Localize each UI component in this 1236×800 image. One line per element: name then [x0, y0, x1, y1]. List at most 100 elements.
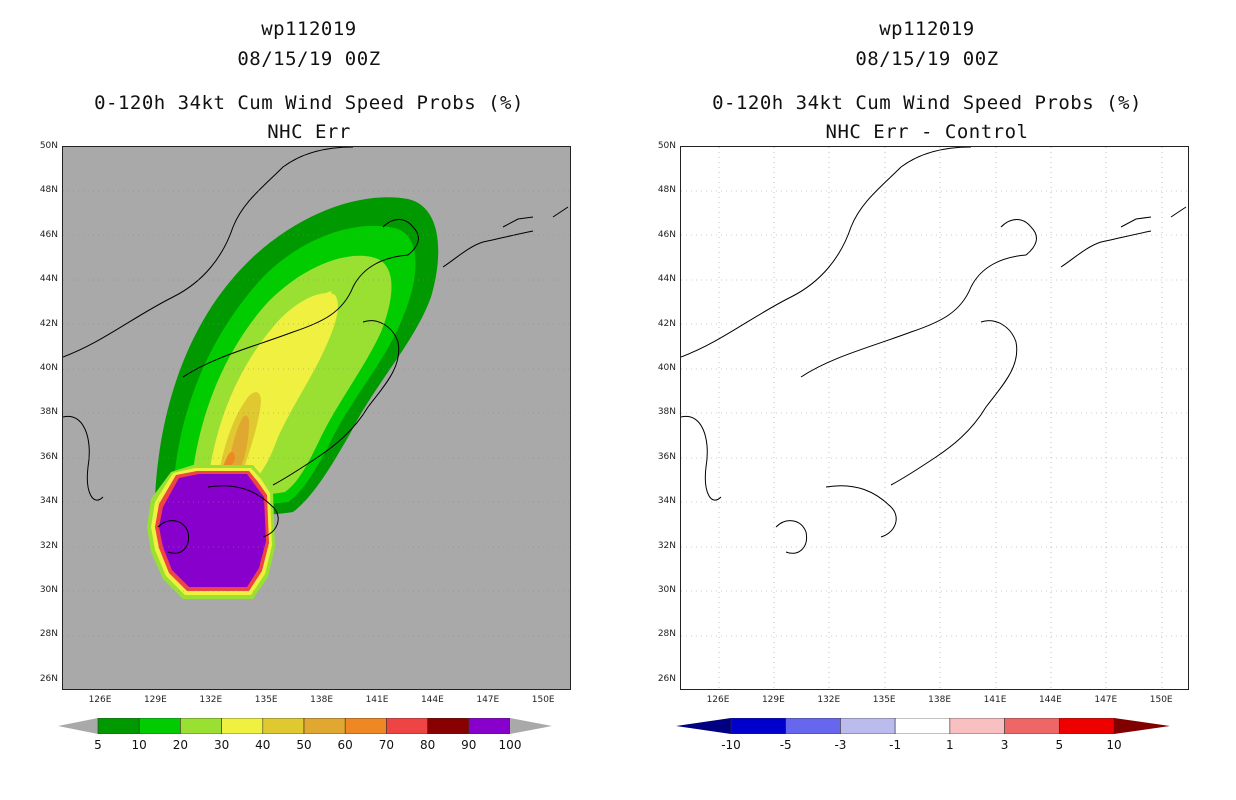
colorbar-label: 5	[94, 738, 102, 752]
right-coastlines	[681, 147, 1187, 554]
lat-label: 48N	[657, 185, 676, 196]
colorbar-swatch	[840, 717, 896, 735]
colorbar-label: 20	[172, 738, 189, 752]
colorbar-label: 60	[337, 738, 353, 752]
lon-label: 138E	[928, 695, 952, 705]
lat-label: 40N	[657, 363, 676, 373]
colorbar-swatch	[1058, 717, 1115, 735]
right-title-product: 0-120h 34kt Cum Wind Speed Probs (%)	[712, 92, 1142, 114]
colorbar-swatch	[180, 717, 222, 735]
lon-label: 138E	[310, 695, 334, 705]
lat-label: 50N	[39, 141, 58, 151]
right-difference-map	[680, 146, 1189, 690]
left-title-storm-id: wp112019	[261, 18, 357, 40]
colorbar-swatch	[785, 717, 841, 735]
lat-label: 42N	[657, 318, 676, 329]
left-colorbar-high-arrow	[510, 718, 552, 734]
lat-label: 38N	[657, 407, 676, 418]
lat-label: 46N	[39, 229, 58, 240]
lat-label: 48N	[39, 185, 58, 196]
colorbar-label: 10	[131, 738, 147, 752]
colorbar-label: 40	[255, 738, 271, 752]
lat-label: 26N	[657, 673, 676, 684]
right-colorbar-low-arrow	[676, 718, 731, 734]
left-colorbar-swatches	[97, 717, 511, 735]
right-title-date: 08/15/19 00Z	[855, 48, 999, 70]
lon-label: 135E	[872, 695, 896, 705]
lat-label: 38N	[39, 407, 58, 418]
left-probability-map	[62, 146, 571, 690]
colorbar-label: 100	[498, 738, 522, 752]
left-title-product: 0-120h 34kt Cum Wind Speed Probs (%)	[94, 92, 524, 114]
right-colorbar-svg	[676, 717, 1170, 735]
left-colorbar	[58, 717, 554, 735]
lat-label: 42N	[39, 318, 58, 329]
left-map-svg	[63, 147, 570, 637]
lat-label: 28N	[39, 629, 58, 640]
lat-label: 32N	[657, 540, 676, 551]
colorbar-swatch	[1004, 717, 1060, 735]
colorbar-label: 90	[461, 738, 477, 752]
lat-label: 28N	[657, 629, 676, 640]
left-colorbar-low-arrow	[58, 718, 98, 734]
prob-60-contour	[223, 451, 235, 468]
left-panel: wp112019 08/15/19 00Z 0-120h 34kt Cum Wi…	[39, 18, 571, 752]
colorbar-label: -5	[779, 738, 792, 752]
lon-label: 147E	[476, 695, 500, 705]
lon-label: 150E	[531, 695, 555, 705]
colorbar-swatch	[386, 717, 428, 735]
left-title-date: 08/15/19 00Z	[237, 48, 381, 70]
left-coastlines	[63, 147, 569, 554]
colorbar-label: 50	[296, 738, 312, 752]
lat-label: 44N	[657, 274, 676, 285]
lat-label: 50N	[657, 141, 676, 151]
lon-label: 129E	[143, 695, 167, 705]
right-colorbar-swatches	[730, 717, 1115, 735]
colorbar-label: 5	[1055, 738, 1064, 752]
lon-label: 141E	[983, 695, 1007, 705]
right-gridlines	[681, 147, 1188, 689]
lon-label: 135E	[254, 695, 278, 705]
right-colorbar	[676, 717, 1172, 735]
lon-label: 126E	[88, 695, 112, 705]
prob-100-core	[159, 474, 266, 587]
lon-label: 141E	[365, 695, 389, 705]
prob-30-patch-north	[321, 291, 333, 307]
colorbar-label: 3	[1000, 738, 1009, 752]
lon-label: 144E	[420, 695, 444, 705]
lat-label: 46N	[657, 229, 676, 240]
lon-label: 147E	[1094, 695, 1118, 705]
right-colorbar-high-arrow	[1114, 718, 1170, 734]
lat-label: 34N	[39, 496, 58, 507]
lon-label: 129E	[761, 695, 785, 705]
right-map-svg	[681, 147, 1188, 689]
colorbar-swatch	[730, 717, 787, 735]
colorbar-swatch	[468, 717, 511, 735]
lat-label: 44N	[39, 274, 58, 285]
colorbar-label: 80	[419, 738, 436, 752]
right-title-subtitle: NHC Err - Control	[825, 121, 1029, 143]
lon-label: 144E	[1038, 695, 1062, 705]
lat-label: 30N	[39, 585, 58, 595]
left-colorbar-svg	[58, 717, 552, 735]
lon-label: 132E	[199, 695, 223, 705]
lat-label: 36N	[39, 451, 58, 462]
right-panel: wp112019 08/15/19 00Z 0-120h 34kt Cum Wi…	[618, 0, 1236, 800]
lon-label: 132E	[817, 695, 841, 705]
colorbar-label: 1	[946, 738, 954, 752]
colorbar-label: 10	[1106, 738, 1122, 752]
colorbar-swatch	[427, 717, 470, 735]
colorbar-label: -3	[834, 738, 847, 752]
colorbar-label: -1	[889, 738, 902, 752]
lon-label: 150E	[1149, 695, 1173, 705]
colorbar-swatch	[138, 717, 181, 735]
lon-label: 126E	[706, 695, 730, 705]
colorbar-swatch	[97, 717, 140, 735]
lat-label: 30N	[657, 585, 676, 595]
colorbar-swatch	[303, 717, 346, 735]
colorbar-swatch	[894, 717, 951, 735]
colorbar-label: 30	[213, 738, 230, 752]
colorbar-swatch	[344, 717, 387, 735]
lat-label: 34N	[657, 496, 676, 507]
colorbar-swatch	[221, 717, 264, 735]
